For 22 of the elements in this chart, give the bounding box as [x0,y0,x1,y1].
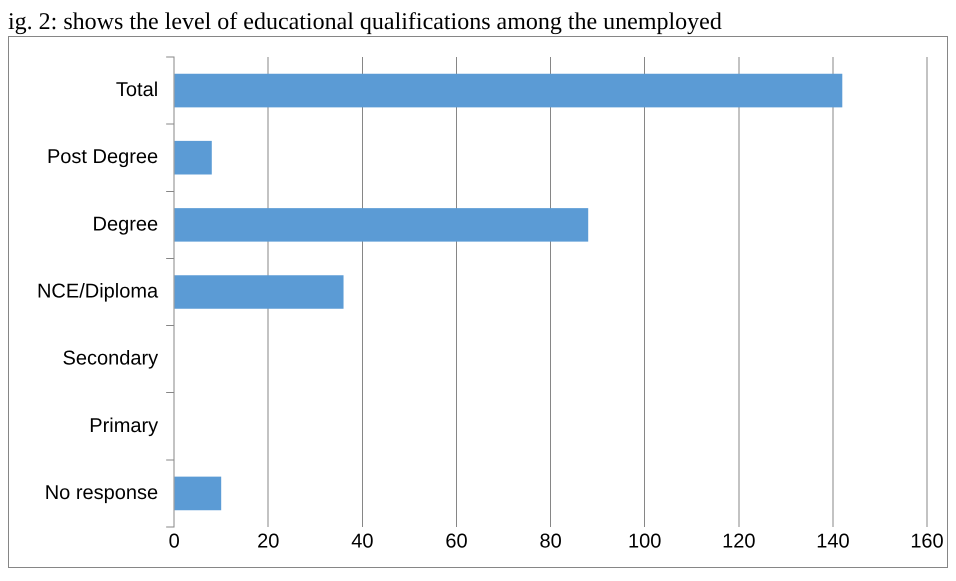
bar [174,476,222,510]
bar [174,140,212,174]
y-tick-label: Post Degree [46,146,158,168]
bar [174,74,842,108]
x-tick-label: 60 [445,530,468,553]
bar [174,208,588,242]
x-tick-label: 40 [351,530,374,553]
x-tick-label: 100 [628,530,662,553]
x-tick-label: 120 [722,530,756,553]
x-tick-label: 160 [910,530,944,553]
y-tick-label: Primary [89,414,158,437]
y-tick-label: Secondary [62,348,158,370]
chart-title: ig. 2: shows the level of educational qualifications among the unemployed [8,8,723,36]
y-tick-label: Degree [92,213,158,236]
x-tick-label: 80 [539,530,562,553]
bar [174,275,344,309]
x-tick-label: 140 [816,530,850,553]
y-tick-label: NCE/Diploma [36,280,160,303]
y-tick-label: Total [116,79,158,102]
x-tick-label: 20 [257,530,280,553]
y-tick-label: No response [44,482,158,504]
x-tick-label: 0 [168,530,180,553]
